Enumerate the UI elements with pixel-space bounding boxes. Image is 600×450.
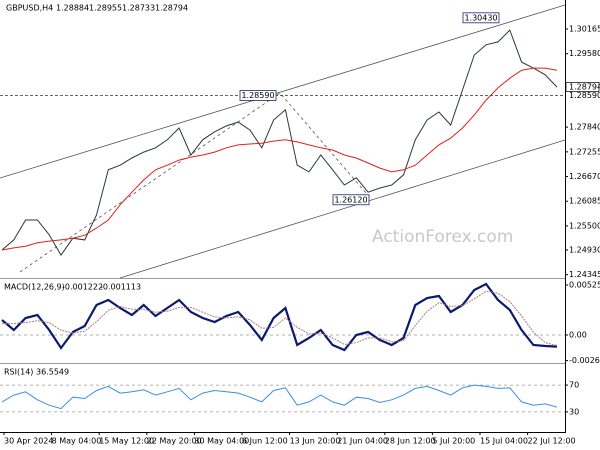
series-line bbox=[1, 282, 558, 352]
level-label: 1.28590 bbox=[569, 91, 600, 100]
x-tick-label: 15 May 12:00 bbox=[99, 437, 154, 446]
indicator-value: -0.001222 bbox=[62, 283, 103, 292]
watermark: ActionForex.com bbox=[372, 227, 513, 247]
y-tick-label: 1.26670 bbox=[569, 172, 600, 181]
x-tick-label: 30 Apr 2024 bbox=[4, 437, 53, 446]
macd-title: MACD(12,26,9) bbox=[4, 283, 65, 292]
annotation-box bbox=[462, 12, 500, 24]
annotation-label: 1.26120 bbox=[334, 195, 367, 204]
ohlc-value: 1.28884 bbox=[56, 4, 89, 13]
y-tick-label: 0.005257 bbox=[569, 281, 600, 290]
x-tick-label: 28 Jun 12:00 bbox=[385, 437, 436, 446]
indicator-value: -0.001113 bbox=[100, 283, 141, 292]
series-line bbox=[2, 290, 558, 346]
y-tick-label: -0.00269 bbox=[569, 356, 600, 365]
x-tick-label: 22 Jul 12:00 bbox=[528, 437, 576, 446]
series-line bbox=[1, 29, 558, 257]
y-tick-label: 1.24930 bbox=[569, 246, 600, 255]
indicator-value: 36.5549 bbox=[36, 368, 69, 377]
last-price-box bbox=[565, 82, 600, 92]
y-tick-label: 30 bbox=[569, 407, 579, 416]
swing-line bbox=[19, 92, 373, 273]
rsi-title: RSI(14) bbox=[4, 368, 33, 377]
series-line bbox=[1, 384, 558, 410]
x-tick-label: 13 Jun 20:00 bbox=[290, 437, 341, 446]
chart-title: GBPUSD,H4 bbox=[6, 4, 53, 13]
ohlc-value: 1.28794 bbox=[155, 4, 188, 13]
x-tick-label: 8 May 04:00 bbox=[52, 437, 102, 446]
channel-upper bbox=[0, 4, 566, 179]
level-label-box bbox=[566, 90, 599, 100]
x-tick-label: 5 Jul 20:00 bbox=[432, 437, 475, 446]
y-tick-label: 70 bbox=[569, 381, 579, 390]
annotation-label: 1.30430 bbox=[464, 13, 497, 22]
channel-lower bbox=[119, 139, 566, 279]
y-tick-label: 1.26085 bbox=[569, 197, 600, 206]
y-tick-label: 1.24345 bbox=[569, 270, 600, 279]
annotation-box bbox=[239, 90, 277, 101]
ohlc-value: 1.28733 bbox=[122, 4, 155, 13]
y-tick-label: 0.00 bbox=[569, 330, 587, 339]
x-tick-label: 15 Jul 04:00 bbox=[480, 437, 528, 446]
annotation-box bbox=[332, 194, 370, 206]
x-tick-label: 6 Jun 12:00 bbox=[242, 437, 288, 446]
y-tick-label: 1.27840 bbox=[569, 123, 600, 132]
x-tick-label: 21 Jun 04:00 bbox=[337, 437, 388, 446]
ohlc-value: 1.28955 bbox=[89, 4, 122, 13]
y-tick-label: 1.27255 bbox=[569, 147, 600, 156]
y-tick-label: 1.29580 bbox=[569, 49, 600, 58]
y-tick-label: 1.30165 bbox=[569, 25, 600, 34]
series-line bbox=[1, 67, 558, 251]
annotation-label: 1.28590 bbox=[241, 91, 274, 100]
last-price-label: 1.28794 bbox=[569, 82, 600, 91]
x-tick-label: 22 May 20:00 bbox=[147, 437, 202, 446]
y-tick-label: 1.25500 bbox=[569, 221, 600, 230]
x-tick-label: 30 May 04:00 bbox=[194, 437, 249, 446]
